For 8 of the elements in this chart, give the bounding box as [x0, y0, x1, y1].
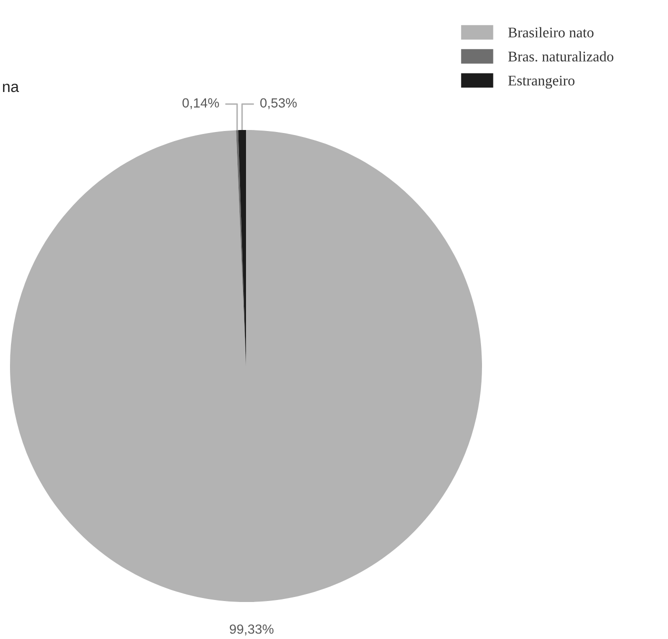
legend-label: Brasileiro nato — [508, 27, 594, 38]
data-label: 0,14% — [182, 98, 219, 110]
legend-label: Bras. naturalizado — [508, 51, 614, 62]
pie-slice — [10, 130, 482, 602]
data-label: 0,53% — [260, 98, 297, 110]
data-label: 99,33% — [230, 624, 274, 636]
legend-label: Estrangeiro — [508, 76, 574, 89]
text: na — [3, 84, 19, 92]
